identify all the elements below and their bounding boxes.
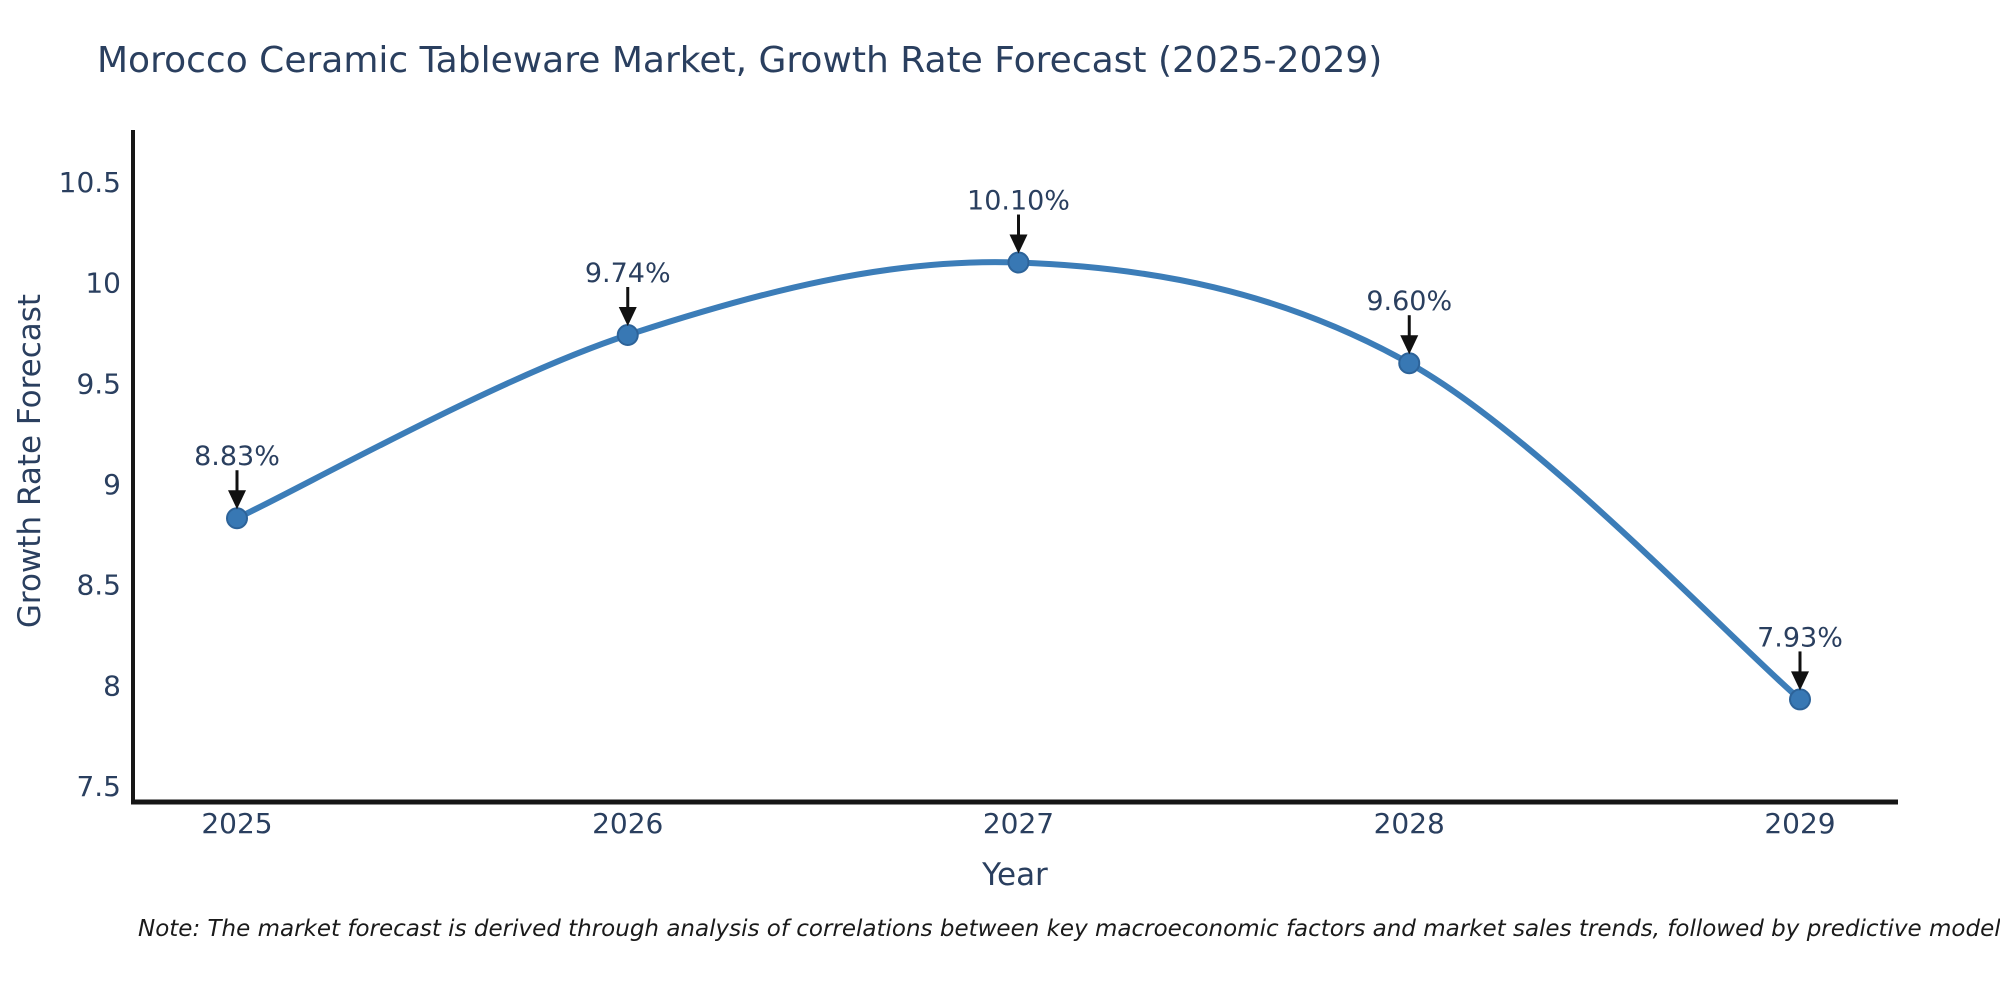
data-point-value-label: 10.10% [967,186,1070,217]
data-point-value-label: 7.93% [1757,622,1843,653]
annotation-arrow-head [228,490,246,510]
annotation-arrow-head [1791,671,1809,691]
data-point-value-label: 9.60% [1366,286,1452,317]
y-tick-label: 7.5 [76,770,121,803]
y-tick-label: 10 [85,267,121,300]
y-tick-label: 9 [103,468,121,501]
x-tick-label: 2029 [1764,807,1835,840]
forecast-line [234,259,1803,703]
data-point-marker [1789,688,1811,711]
data-point-marker [1398,352,1421,375]
y-tick-label: 8 [103,669,121,702]
x-axis-title: Year [982,857,1048,893]
footnote: Note: The market forecast is derived thr… [138,916,2000,942]
annotation-arrow-head [1009,234,1028,254]
x-tick-label: 2027 [983,807,1054,840]
annotation-arrow-head [618,307,637,327]
y-tick-label: 8.5 [76,569,121,602]
x-tick-label: 2028 [1374,807,1445,840]
y-tick-label: 9.5 [76,367,121,400]
chart-title: Morocco Ceramic Tableware Market, Growth… [97,40,1383,81]
x-tick-label: 2025 [201,807,272,840]
data-point-value-label: 8.83% [194,441,280,472]
data-point-marker [1007,251,1030,274]
data-point-marker [616,324,639,347]
data-point-marker [226,507,248,530]
x-tick-label: 2026 [592,807,663,840]
data-point-value-label: 9.74% [585,258,671,289]
y-tick-label: 10.5 [59,166,121,199]
annotation-arrow-head [1400,335,1419,355]
